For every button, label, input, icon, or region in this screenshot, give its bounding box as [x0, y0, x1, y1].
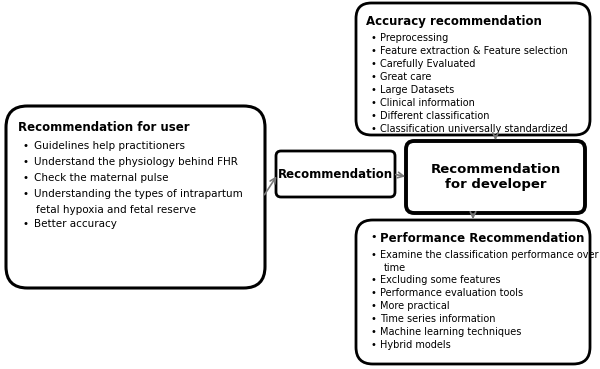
FancyBboxPatch shape [276, 151, 395, 197]
Text: Clinical information: Clinical information [380, 98, 475, 108]
FancyBboxPatch shape [356, 3, 590, 135]
Text: •: • [371, 275, 377, 285]
Text: •: • [371, 111, 377, 121]
Text: Time series information: Time series information [380, 314, 496, 324]
Text: Accuracy recommendation: Accuracy recommendation [366, 15, 542, 28]
Text: Guidelines help practitioners: Guidelines help practitioners [34, 141, 185, 151]
Text: Examine the classification performance over: Examine the classification performance o… [380, 250, 599, 260]
Text: •: • [371, 327, 377, 337]
Text: Different classification: Different classification [380, 111, 490, 121]
Text: •: • [371, 250, 377, 260]
Text: fetal hypoxia and fetal reserve: fetal hypoxia and fetal reserve [36, 205, 196, 215]
Text: •: • [371, 314, 377, 324]
Text: Machine learning techniques: Machine learning techniques [380, 327, 521, 337]
FancyBboxPatch shape [6, 106, 265, 288]
Text: Preprocessing: Preprocessing [380, 33, 448, 43]
Text: •: • [23, 189, 29, 199]
Text: •: • [23, 141, 29, 151]
Text: Recommendation
for developer: Recommendation for developer [430, 163, 560, 191]
Text: Carefully Evaluated: Carefully Evaluated [380, 59, 475, 69]
Text: •: • [371, 46, 377, 56]
Text: time: time [384, 263, 406, 273]
Text: Classification universally standardized: Classification universally standardized [380, 124, 568, 134]
Text: •: • [370, 232, 377, 242]
Text: Understand the physiology behind FHR: Understand the physiology behind FHR [34, 157, 238, 167]
Text: •: • [371, 301, 377, 311]
Text: Feature extraction & Feature selection: Feature extraction & Feature selection [380, 46, 568, 56]
Text: Excluding some features: Excluding some features [380, 275, 500, 285]
Text: •: • [371, 288, 377, 298]
FancyBboxPatch shape [406, 141, 585, 213]
Text: Better accuracy: Better accuracy [34, 219, 117, 229]
Text: Hybrid models: Hybrid models [380, 340, 451, 350]
FancyBboxPatch shape [356, 220, 590, 364]
Text: Large Datasets: Large Datasets [380, 85, 454, 95]
Text: •: • [23, 219, 29, 229]
Text: •: • [371, 85, 377, 95]
Text: Performance Recommendation: Performance Recommendation [380, 232, 584, 245]
Text: Recommendation: Recommendation [278, 168, 393, 180]
Text: •: • [371, 72, 377, 82]
Text: Performance evaluation tools: Performance evaluation tools [380, 288, 523, 298]
Text: Great care: Great care [380, 72, 431, 82]
Text: •: • [23, 157, 29, 167]
Text: •: • [371, 59, 377, 69]
Text: •: • [371, 340, 377, 350]
Text: Understanding the types of intrapartum: Understanding the types of intrapartum [34, 189, 243, 199]
Text: Check the maternal pulse: Check the maternal pulse [34, 173, 169, 183]
Text: •: • [371, 33, 377, 43]
Text: More practical: More practical [380, 301, 449, 311]
Text: •: • [371, 124, 377, 134]
Text: •: • [371, 98, 377, 108]
Text: Recommendation for user: Recommendation for user [18, 121, 190, 134]
Text: •: • [23, 173, 29, 183]
